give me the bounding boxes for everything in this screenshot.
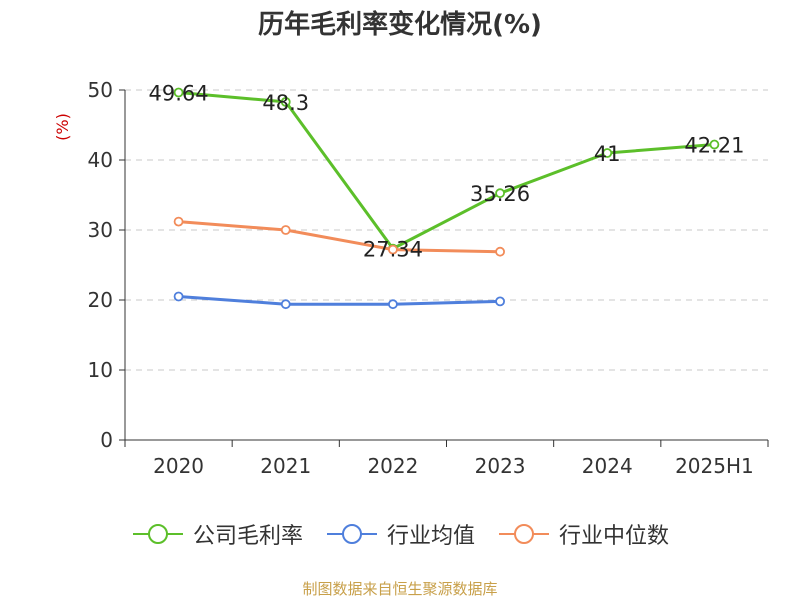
axes: 0 10 20 30 40 50 2020 2021 2022 2023 2024 2025H1 — [88, 78, 769, 478]
data-point — [709, 139, 720, 150]
legend: 公司毛利率 行业均值 行业中位数 — [0, 518, 800, 550]
data-point — [495, 188, 505, 199]
data-point — [280, 97, 291, 107]
data-label: 49.64 — [149, 82, 209, 106]
data-label: 35.26 — [470, 182, 530, 206]
x-tick-label: 2023 — [475, 454, 526, 478]
data-point — [173, 216, 184, 227]
series-line — [178, 220, 501, 254]
x-tick-label: 2024 — [582, 454, 633, 478]
legend-label: 行业均值 — [386, 524, 475, 549]
legend-item[interactable]: 行业均值 — [325, 518, 475, 550]
legend-marker-icon — [499, 524, 549, 544]
legend-item[interactable]: 公司毛利率 — [131, 518, 303, 550]
y-tick-label: 50 — [88, 78, 113, 102]
series-line — [178, 91, 715, 251]
data-labels: 49.64 48.3 27.34 35.26 41 42.21 — [149, 82, 745, 262]
y-tick-label: 40 — [88, 148, 113, 172]
x-tick-label: 2025H1 — [675, 454, 754, 478]
data-point — [388, 244, 398, 255]
legend-marker-icon — [132, 524, 183, 544]
legend-item[interactable]: 行业中位数 — [497, 518, 669, 550]
grid-lines — [125, 89, 768, 371]
series-line — [178, 295, 501, 306]
y-tick-label: 0 — [100, 428, 113, 452]
y-tick-label: 30 — [88, 218, 113, 242]
data-label: 27.34 — [363, 238, 423, 262]
source-note: 制图数据来自恒生聚源数据库 — [302, 580, 498, 598]
data-label: 42.21 — [684, 134, 744, 158]
legend-marker-icon — [326, 524, 377, 544]
x-tick-label: 2021 — [260, 454, 311, 478]
data-point — [173, 291, 184, 302]
legend-label: 公司毛利率 — [192, 524, 303, 549]
chart-title: 历年毛利率变化情况(%) — [258, 10, 542, 40]
data-point — [280, 225, 291, 235]
data-point — [388, 299, 398, 310]
data-point — [280, 299, 291, 310]
y-tick-label: 10 — [88, 358, 113, 382]
x-tick-label: 2022 — [367, 454, 418, 478]
legend-label: 行业中位数 — [559, 524, 670, 549]
data-label: 41 — [594, 142, 621, 166]
data-point — [495, 246, 505, 257]
y-axis-label: (%) — [53, 113, 72, 141]
data-point — [602, 148, 613, 158]
series — [173, 87, 720, 310]
data-label: 48.3 — [262, 91, 309, 115]
data-point — [173, 87, 184, 98]
y-tick-label: 20 — [88, 288, 113, 312]
data-point — [495, 296, 505, 307]
x-tick-label: 2020 — [153, 454, 204, 478]
